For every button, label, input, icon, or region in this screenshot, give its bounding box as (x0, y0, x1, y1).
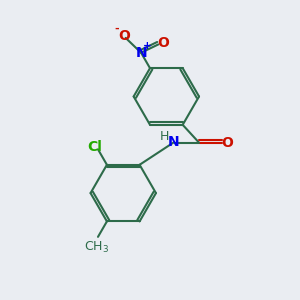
Text: -: - (114, 24, 119, 34)
Text: CH$_3$: CH$_3$ (84, 240, 109, 255)
Text: N: N (135, 46, 147, 60)
Text: N: N (168, 135, 180, 149)
Text: O: O (158, 36, 170, 50)
Text: H: H (159, 130, 169, 142)
Text: +: + (143, 41, 152, 51)
Text: Cl: Cl (87, 140, 102, 154)
Text: O: O (118, 28, 130, 43)
Text: O: O (222, 136, 233, 150)
